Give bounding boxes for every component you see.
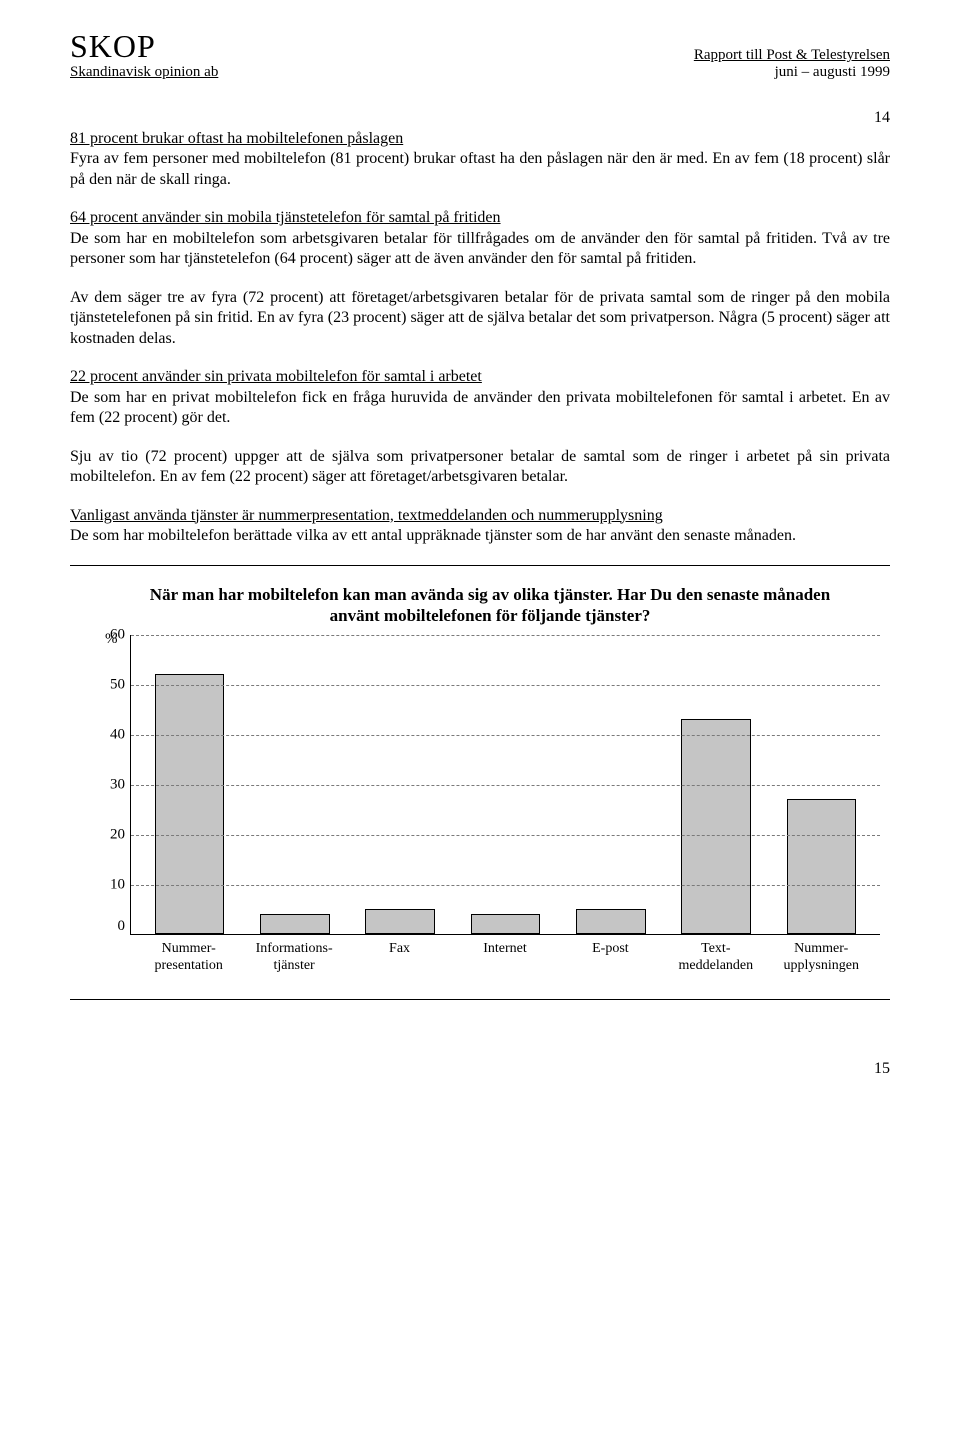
brand-subtitle: Skandinavisk opinion ab xyxy=(70,64,218,81)
bar-chart: % 0102030405060 Nummer-presentationInfor… xyxy=(90,635,890,975)
section-4: 22 procent använder sin privata mobiltel… xyxy=(70,367,890,428)
chart-gridline xyxy=(131,635,880,636)
chart-x-labels: Nummer-presentationInformations-tjänster… xyxy=(130,935,880,975)
section-4-body: De som har en privat mobiltelefon fick e… xyxy=(70,389,890,426)
y-tick-label: 60 xyxy=(97,627,125,644)
page-number-bottom: 15 xyxy=(70,1060,890,1078)
chart-bar xyxy=(260,914,329,934)
y-tick-label: 0 xyxy=(97,918,125,935)
section-6-heading: Vanligast använda tjänster är nummerpres… xyxy=(70,507,663,524)
x-tick-label: Informations-tjänster xyxy=(241,941,346,975)
y-tick-label: 40 xyxy=(97,727,125,744)
chart-bar xyxy=(155,674,224,934)
chart-bar xyxy=(471,914,540,934)
x-tick-label: E-post xyxy=(558,941,663,975)
section-1-body: Fyra av fem personer med mobiltelefon (8… xyxy=(70,150,890,187)
y-tick-label: 10 xyxy=(97,877,125,894)
chart-bar xyxy=(787,799,856,934)
chart-title: När man har mobiltelefon kan man avända … xyxy=(130,584,850,628)
header-right: Rapport till Post & Telestyrelsen juni –… xyxy=(694,47,890,81)
page-header: SKOP Skandinavisk opinion ab Rapport til… xyxy=(70,30,890,81)
section-2-body: De som har en mobiltelefon som arbetsgiv… xyxy=(70,230,890,267)
section-2: 64 procent använder sin mobila tjänstete… xyxy=(70,208,890,269)
page-number-top: 14 xyxy=(70,109,890,127)
chart-gridline xyxy=(131,835,880,836)
chart-bar xyxy=(365,909,434,934)
section-1: 81 procent brukar oftast ha mobiltelefon… xyxy=(70,129,890,190)
horizontal-rule-top xyxy=(70,565,890,566)
chart-bar xyxy=(576,909,645,934)
section-6-body: De som har mobiltelefon berättade vilka … xyxy=(70,527,796,544)
chart-gridline xyxy=(131,735,880,736)
y-tick-label: 30 xyxy=(97,777,125,794)
y-tick-label: 50 xyxy=(97,677,125,694)
x-tick-label: Nummer-upplysningen xyxy=(769,941,874,975)
y-tick-label: 20 xyxy=(97,827,125,844)
chart-gridline xyxy=(131,785,880,786)
horizontal-rule-bottom xyxy=(70,999,890,1000)
section-1-heading: 81 procent brukar oftast ha mobiltelefon… xyxy=(70,130,403,147)
section-6: Vanligast använda tjänster är nummerpres… xyxy=(70,506,890,547)
chart-plot-area: 0102030405060 xyxy=(130,635,880,935)
chart-gridline xyxy=(131,685,880,686)
x-tick-label: Fax xyxy=(347,941,452,975)
report-date: juni – augusti 1999 xyxy=(694,64,890,81)
x-tick-label: Internet xyxy=(452,941,557,975)
chart-gridline xyxy=(131,885,880,886)
section-2-heading: 64 procent använder sin mobila tjänstete… xyxy=(70,209,501,226)
section-5-body: Sju av tio (72 procent) uppger att de sj… xyxy=(70,447,890,488)
document-page: SKOP Skandinavisk opinion ab Rapport til… xyxy=(0,0,960,1108)
header-left: SKOP Skandinavisk opinion ab xyxy=(70,30,218,81)
chart-bar xyxy=(681,719,750,934)
x-tick-label: Nummer-presentation xyxy=(136,941,241,975)
brand-title: SKOP xyxy=(70,30,218,62)
section-3-body: Av dem säger tre av fyra (72 procent) at… xyxy=(70,288,890,349)
report-recipient: Rapport till Post & Telestyrelsen xyxy=(694,47,890,64)
x-tick-label: Text-meddelanden xyxy=(663,941,768,975)
section-4-heading: 22 procent använder sin privata mobiltel… xyxy=(70,368,482,385)
